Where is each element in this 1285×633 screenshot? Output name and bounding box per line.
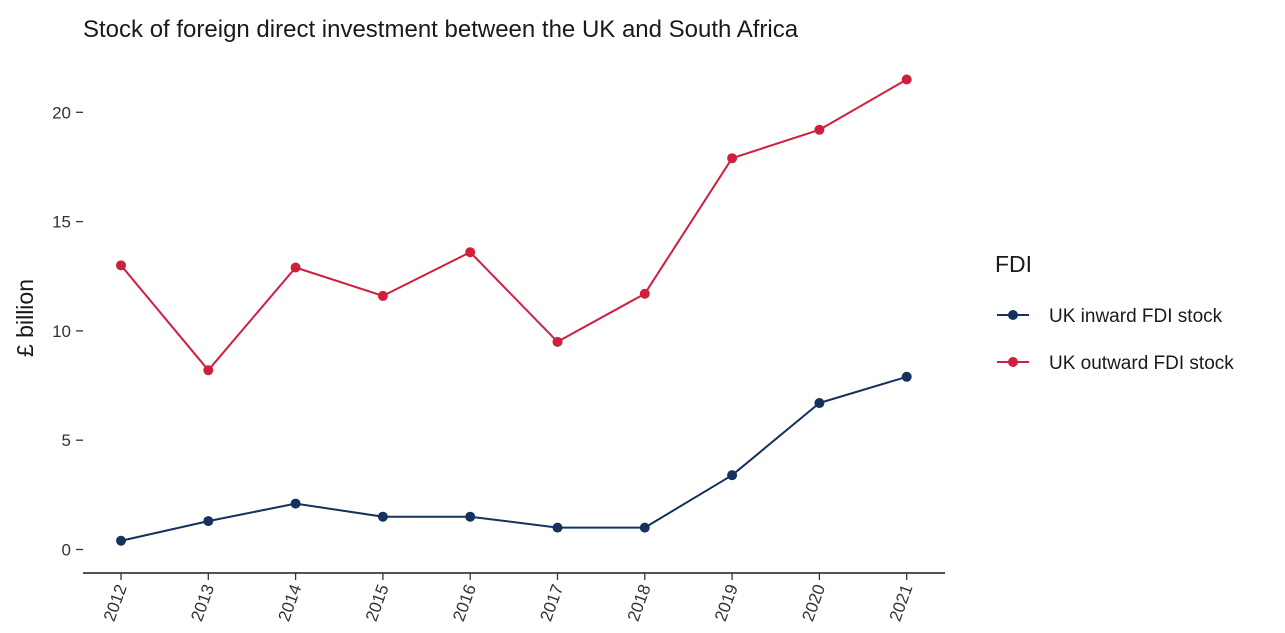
data-point (727, 153, 738, 164)
plot-area (116, 74, 912, 546)
y-axis: 0 5 10 15 20 (52, 103, 83, 560)
legend-key-point (1008, 357, 1018, 367)
data-point (552, 336, 563, 347)
x-tick-label: 2014 (275, 582, 306, 624)
y-tick-label: 10 (52, 322, 71, 341)
x-tick-label: 2017 (536, 582, 567, 624)
legend-key-point (1008, 310, 1018, 320)
data-point (552, 522, 563, 533)
data-point (465, 511, 476, 522)
chart-title: Stock of foreign direct investment betwe… (83, 16, 799, 43)
legend: FDI UK inward FDI stock UK outward FDI st… (995, 251, 1234, 374)
data-point (639, 522, 650, 533)
x-axis: 2012 2013 2014 2015 2016 2017 2018 2019 2020 2021 (83, 572, 945, 624)
x-tick-label: 2018 (624, 582, 655, 624)
series-line-1 (120, 375, 907, 542)
legend-title: FDI (995, 251, 1032, 277)
data-point (116, 535, 126, 546)
data-point (116, 260, 126, 271)
data-point (290, 262, 301, 273)
y-tick-label: 15 (52, 213, 71, 232)
data-point (377, 290, 388, 301)
series-line-2 (120, 78, 908, 372)
data-point (203, 516, 214, 527)
data-point (639, 288, 650, 299)
data-point (901, 74, 912, 85)
legend-label: UK outward FDI stock (1049, 353, 1234, 374)
legend-label: UK inward FDI stock (1049, 306, 1223, 327)
data-point (727, 470, 738, 481)
data-point (203, 365, 214, 376)
data-point (901, 371, 912, 382)
y-axis-title: £ billion (12, 279, 38, 357)
x-tick-label: 2015 (362, 582, 393, 624)
y-tick-label: 20 (52, 103, 71, 122)
x-tick-label: 2020 (798, 582, 829, 624)
y-tick-label: 0 (62, 541, 71, 560)
x-tick-label: 2021 (886, 582, 917, 624)
x-tick-label: 2019 (711, 582, 742, 624)
data-point (814, 124, 825, 135)
data-point (290, 498, 301, 509)
y-tick-label: 5 (62, 431, 71, 450)
data-point (814, 398, 825, 409)
data-point (465, 247, 476, 258)
x-tick-label: 2013 (187, 582, 218, 624)
x-tick-label: 2012 (100, 582, 131, 624)
x-tick-label: 2016 (449, 582, 480, 624)
data-point (377, 511, 388, 522)
